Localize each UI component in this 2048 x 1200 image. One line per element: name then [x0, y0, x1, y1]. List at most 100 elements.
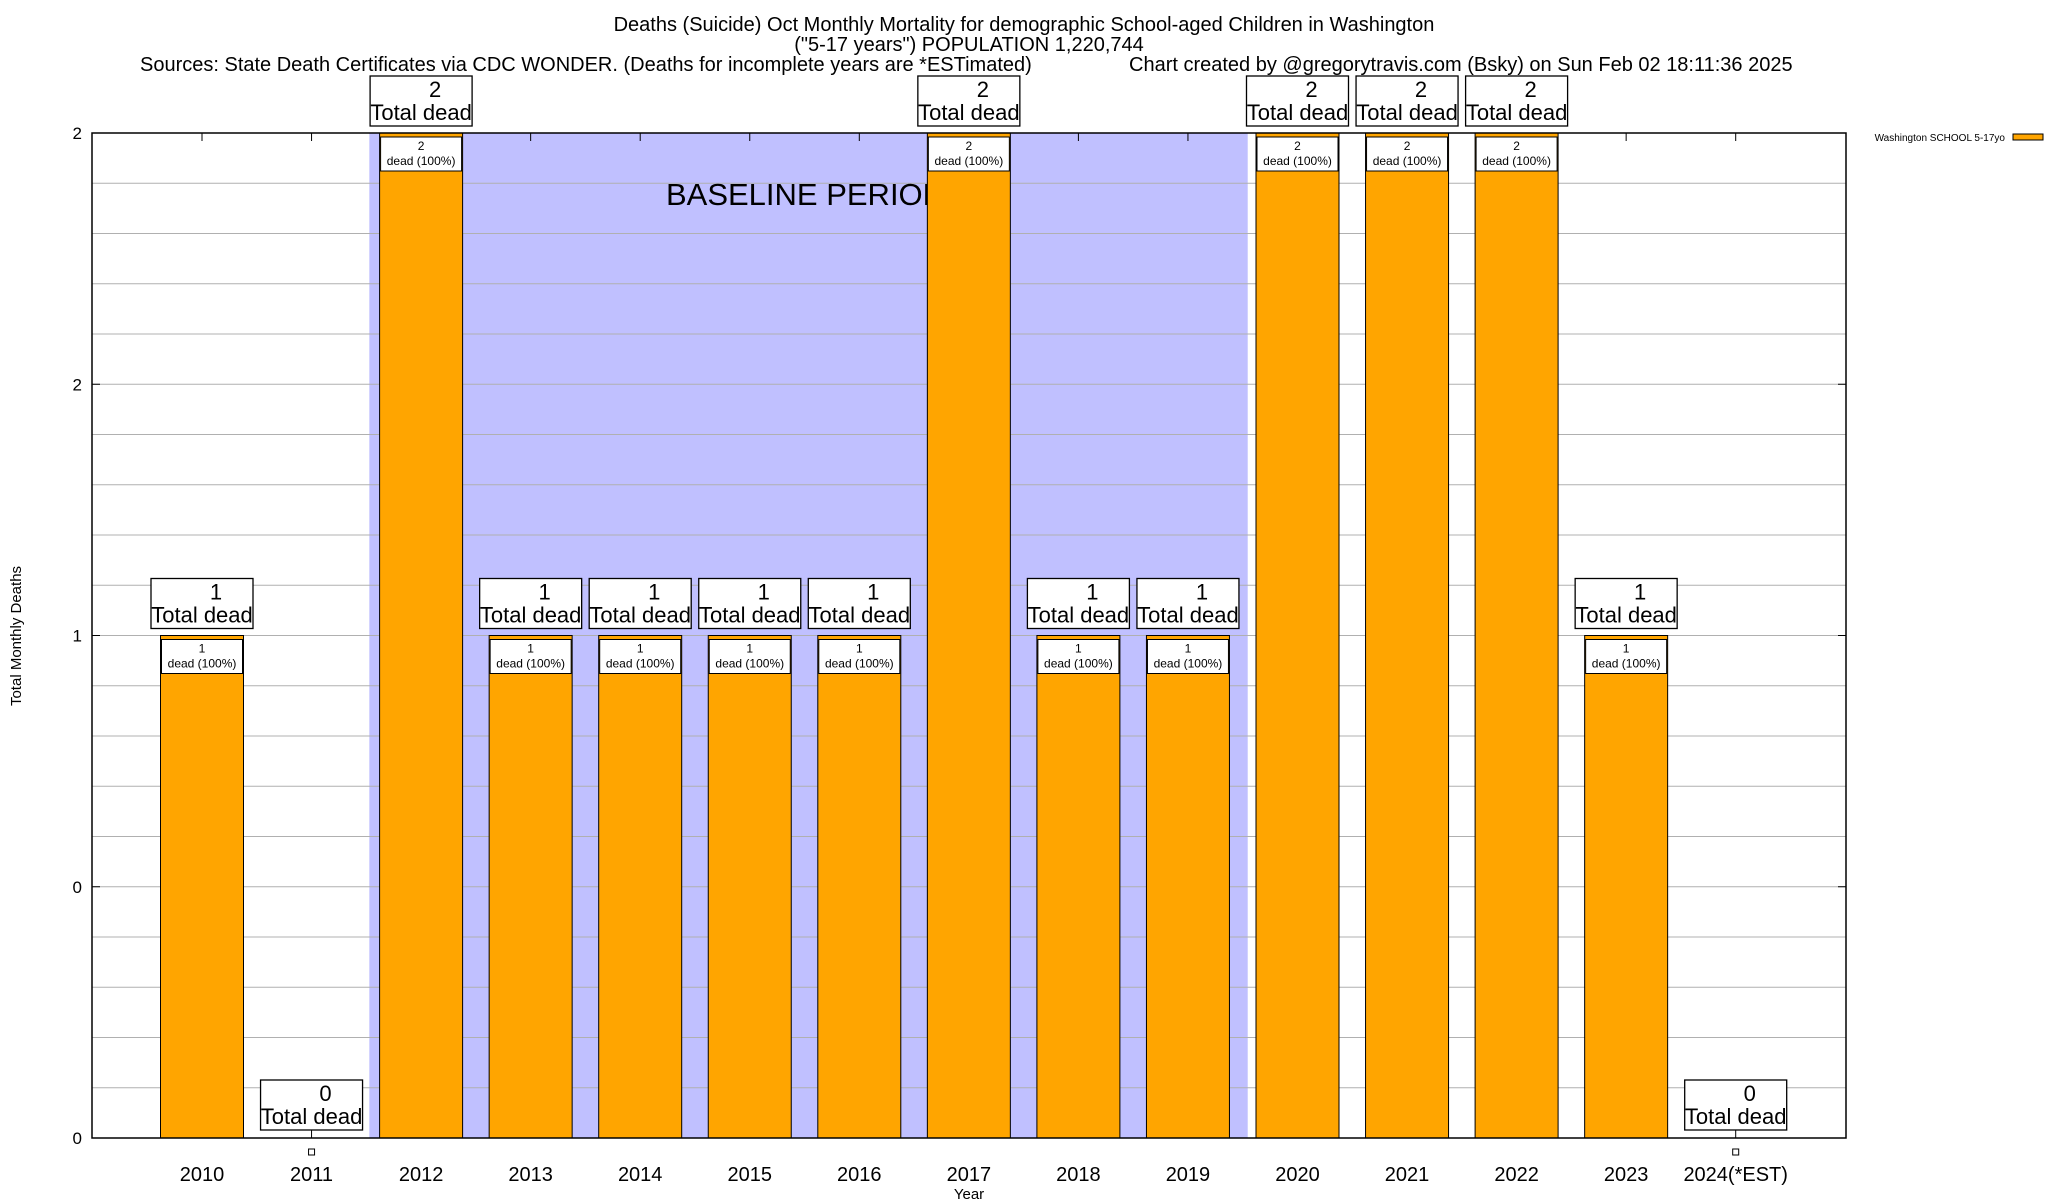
chart-subtitle: ("5-17 years") POPULATION 1,220,744	[794, 34, 1144, 56]
segment-label-box	[708, 639, 791, 674]
x-tick-label: 2020	[1275, 1164, 1320, 1186]
segment-label-value: 1	[1075, 642, 1082, 656]
total-label-value: 0	[1744, 1081, 1756, 1106]
segment-label-value: 1	[746, 642, 753, 656]
x-tick-label: 2021	[1385, 1164, 1430, 1186]
bar	[598, 635, 683, 1139]
total-label-value: 2	[977, 77, 989, 102]
segment-label-text: dead (100%)	[1263, 154, 1332, 168]
segment-label-value: 1	[856, 642, 863, 656]
segment-label-value: 2	[966, 139, 973, 153]
segment-label-text: dead (100%)	[1592, 657, 1661, 671]
total-label-box	[588, 577, 692, 630]
bar	[817, 635, 902, 1139]
legend-label: Washington SCHOOL 5-17yo	[1875, 133, 2006, 144]
x-tick-label: 2024(*EST)	[1683, 1164, 1788, 1186]
total-label-box	[478, 577, 583, 630]
total-label-value: 1	[1196, 580, 1208, 605]
chart-title: Deaths (Suicide) Oct Monthly Mortality f…	[614, 14, 1435, 36]
segment-label-text: dead (100%)	[934, 154, 1003, 168]
segment-label-box	[1585, 639, 1668, 674]
total-label-box	[807, 577, 911, 630]
segment-label-value: 1	[637, 642, 644, 656]
segment-label-box	[599, 639, 682, 674]
x-tick-label: 2018	[1056, 1164, 1101, 1186]
total-label-value: 1	[210, 580, 222, 605]
bar	[926, 132, 1011, 1139]
segment-label-value: 1	[199, 642, 206, 656]
total-label-text: Total dead	[151, 603, 253, 628]
total-label-text: Total dead	[1137, 603, 1239, 628]
total-label-text: Total dead	[589, 603, 691, 628]
chart-sources: Sources: State Death Certificates via CD…	[140, 54, 1032, 76]
plot-border	[91, 132, 1847, 1139]
segment-label-box	[818, 639, 901, 674]
total-label-box	[369, 75, 473, 127]
total-label-value: 2	[1524, 77, 1536, 102]
segment-label-text: dead (100%)	[715, 657, 784, 671]
total-label-text: Total dead	[1028, 603, 1130, 628]
total-label-value: 2	[429, 77, 441, 102]
x-tick-label: 2019	[1166, 1164, 1211, 1186]
bar	[379, 132, 464, 1139]
total-label-box	[1026, 577, 1131, 630]
total-label-value: 1	[648, 580, 660, 605]
segment-label-text: dead (100%)	[1482, 154, 1551, 168]
total-label-box	[1574, 577, 1678, 630]
bar	[488, 635, 573, 1139]
x-axis-label: Year	[954, 1186, 984, 1200]
total-label-text: Total dead	[918, 100, 1020, 125]
bar	[1584, 635, 1669, 1139]
segment-label-box	[1037, 639, 1120, 674]
segment-label-text: dead (100%)	[825, 657, 894, 671]
segment-label-text: dead (100%)	[1373, 154, 1442, 168]
bar	[160, 635, 244, 1139]
total-label-value: 0	[319, 1081, 331, 1106]
total-label-text: Total dead	[261, 1104, 363, 1129]
legend: Washington SCHOOL 5-17yo	[1875, 133, 2044, 144]
x-tick-label: 2014	[618, 1164, 663, 1186]
segment-label-value: 1	[1185, 642, 1192, 656]
segment-label-value: 1	[527, 642, 534, 656]
total-label-text: Total dead	[1685, 1104, 1787, 1129]
segment-label-value: 2	[1294, 139, 1301, 153]
y-tick-label: 0	[73, 1129, 82, 1148]
segment-label-value: 1	[1623, 642, 1630, 656]
bar	[1255, 132, 1340, 1139]
total-label-box	[1245, 75, 1350, 127]
segment-label-text: dead (100%)	[168, 657, 237, 671]
x-tick-label: 2015	[728, 1164, 773, 1186]
segment-label-text: dead (100%)	[387, 154, 456, 168]
segment-label-box	[161, 639, 243, 674]
segment-label-value: 2	[418, 139, 425, 153]
segment-label-text: dead (100%)	[1044, 657, 1113, 671]
total-label-box	[1136, 577, 1240, 630]
total-label-text: Total dead	[370, 100, 472, 125]
total-label-text: Total dead	[1247, 100, 1349, 125]
total-label-value: 1	[1634, 580, 1646, 605]
bar	[1036, 635, 1121, 1139]
segment-label-box	[489, 639, 572, 674]
y-tick-label: 0	[73, 878, 82, 897]
total-label-text: Total dead	[699, 603, 801, 628]
total-label-text: Total dead	[1466, 100, 1568, 125]
x-tick-label: 2011	[290, 1164, 333, 1186]
legend-swatch	[2012, 133, 2044, 141]
segment-label-box	[1366, 136, 1449, 172]
total-label-text: Total dead	[480, 603, 582, 628]
segment-label-box	[380, 136, 463, 172]
segment-label-text: dead (100%)	[496, 657, 565, 671]
total-label-box	[1684, 1079, 1788, 1131]
x-tick-label: 2012	[399, 1164, 444, 1186]
total-label-value: 1	[539, 580, 551, 605]
total-label-text: Total dead	[1356, 100, 1458, 125]
segment-label-box	[1256, 136, 1339, 172]
bar	[1474, 132, 1559, 1139]
segment-label-box	[927, 136, 1010, 172]
segment-label-box	[1146, 639, 1229, 674]
total-label-value: 1	[758, 580, 770, 605]
x-tick-label: 2023	[1604, 1164, 1649, 1186]
bar	[1145, 635, 1230, 1139]
